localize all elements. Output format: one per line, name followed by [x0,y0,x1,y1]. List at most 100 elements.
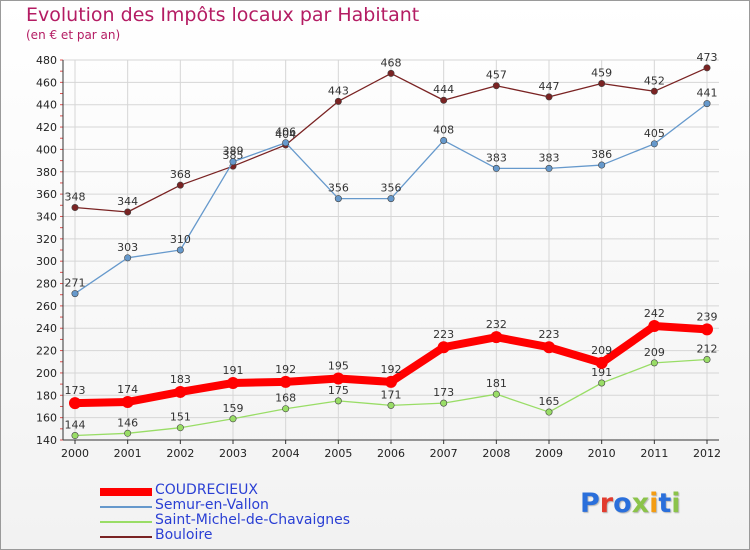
data-point [176,424,184,432]
data-point [387,401,395,409]
data-label: 171 [381,388,402,401]
data-point [440,96,448,104]
y-tick-label: 200 [36,367,57,380]
x-tick-label: 2007 [430,447,458,460]
data-label: 175 [328,384,349,397]
y-tick-label: 440 [36,99,57,112]
data-label: 271 [65,277,86,290]
data-label: 223 [539,328,560,341]
data-point [440,136,448,144]
data-label: 146 [117,416,138,429]
y-tick-label: 140 [36,434,57,447]
y-tick-label: 420 [36,121,57,134]
data-label: 191 [223,364,244,377]
y-tick-label: 220 [36,345,57,358]
data-label: 404 [275,128,296,141]
data-point [279,375,292,388]
y-tick-label: 320 [36,233,57,246]
data-point [492,82,500,90]
data-point [650,87,658,95]
data-point [334,397,342,405]
proxiti-logo: Proxiti [580,488,681,519]
legend-label: Bouloire [155,527,213,543]
data-label: 168 [275,392,296,405]
x-tick-label: 2000 [61,447,89,460]
data-label: 151 [170,411,191,424]
data-label: 468 [381,56,402,69]
data-point [492,164,500,172]
legend-swatch [100,506,152,508]
data-label: 144 [65,419,86,432]
data-point [492,390,500,398]
data-point [545,164,553,172]
data-point [121,396,134,408]
data-label: 192 [275,363,296,376]
data-point [598,379,606,387]
data-label: 457 [486,69,507,82]
logo-letter: i [649,488,659,519]
data-point [334,97,342,105]
data-label: 348 [65,191,86,204]
data-point [124,429,132,437]
data-label: 209 [644,346,665,359]
data-point [598,79,606,87]
data-label: 368 [170,168,191,181]
data-label: 389 [223,145,244,158]
legend-label: Semur-en-Vallon [155,497,269,513]
data-point [124,254,132,262]
x-tick-label: 2010 [588,447,616,460]
data-point [650,359,658,367]
data-label: 473 [697,51,718,64]
data-label: 159 [223,402,244,415]
logo-letter: P [580,488,600,519]
data-label: 356 [381,182,402,195]
y-tick-label: 240 [36,322,57,335]
data-point [174,385,187,398]
legend-label: COUDRECIEUX [155,482,258,498]
x-tick-label: 2002 [166,447,194,460]
y-tick-label: 400 [36,143,57,156]
data-label: 173 [65,384,86,397]
data-point [545,408,553,416]
x-tick-label: 2005 [324,447,352,460]
x-tick-label: 2001 [114,447,142,460]
data-point [176,181,184,189]
data-point [703,64,711,72]
y-tick-label: 300 [36,255,57,268]
data-point [595,356,608,369]
data-label: 242 [644,307,665,320]
x-tick-label: 2003 [219,447,247,460]
data-label: 303 [117,241,138,254]
y-tick-label: 160 [36,412,57,425]
data-point [71,204,79,212]
data-label: 181 [486,377,507,390]
x-tick-label: 2009 [535,447,563,460]
x-tick-label: 2012 [693,447,721,460]
data-point [332,372,345,385]
data-point [71,432,79,440]
data-label: 441 [697,87,718,100]
data-point [543,341,555,354]
data-label: 386 [591,148,612,161]
x-tick-label: 2011 [640,447,668,460]
logo-letter: t [658,488,672,519]
x-tick-label: 2008 [482,447,510,460]
legend-label: Saint-Michel-de-Chavaignes [155,512,351,528]
y-tick-label: 180 [36,389,57,402]
data-label: 356 [328,182,349,195]
data-point [282,139,290,147]
legend-swatch [100,488,152,496]
x-tick-label: 2006 [377,447,405,460]
data-label: 408 [433,123,454,136]
data-point [227,377,239,389]
legend-swatch [100,536,152,538]
data-label: 444 [433,83,454,96]
data-label: 232 [486,318,507,331]
data-point [69,397,81,410]
data-label: 174 [117,383,138,396]
data-point [701,323,713,336]
data-point [598,161,606,169]
data-point [176,246,184,254]
data-label: 239 [697,310,718,323]
